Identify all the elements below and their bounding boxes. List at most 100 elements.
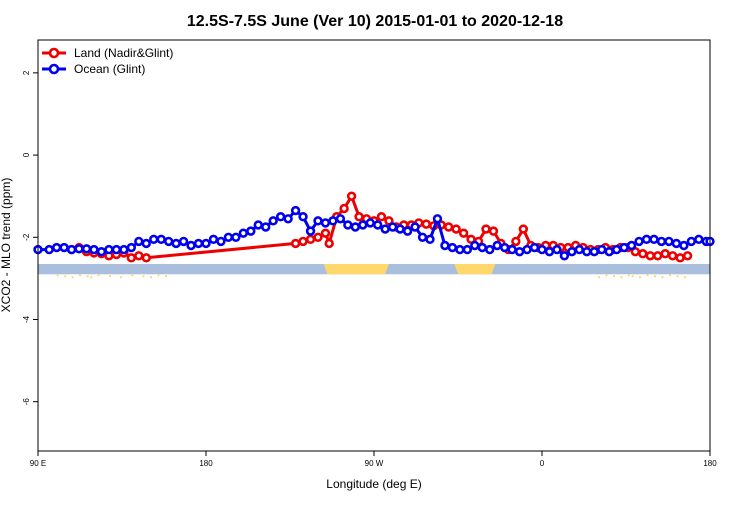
data-point — [544, 246, 555, 257]
land-speckle — [661, 276, 664, 279]
data-point — [653, 251, 663, 261]
data-point — [552, 244, 562, 255]
data-point — [89, 244, 99, 255]
data-point — [328, 216, 338, 226]
data-point — [290, 238, 301, 249]
data-point — [455, 244, 465, 255]
data-point — [537, 244, 547, 255]
data-point — [425, 234, 435, 245]
data-point — [645, 251, 655, 261]
land-speckle — [108, 275, 111, 278]
data-point — [223, 232, 234, 242]
data-point — [324, 238, 334, 249]
data-point — [141, 253, 151, 263]
data-point — [518, 224, 529, 234]
data-point — [451, 224, 461, 234]
data-point — [320, 228, 331, 238]
data-point — [178, 236, 189, 247]
land-speckle — [612, 275, 615, 278]
data-point — [638, 249, 648, 259]
data-point — [208, 234, 219, 245]
land-speckle — [131, 274, 134, 277]
data-point — [481, 224, 491, 234]
land-band-segment — [323, 263, 389, 275]
data-point — [447, 242, 458, 253]
data-point — [499, 242, 510, 253]
land-speckle — [150, 276, 152, 279]
data-point — [119, 244, 129, 255]
data-point — [626, 240, 637, 251]
series-ocean — [33, 205, 715, 261]
data-point — [470, 240, 480, 251]
land-speckle — [620, 276, 623, 279]
data-point — [186, 240, 196, 251]
x-axis-label: Longitude (deg E) — [326, 477, 421, 491]
x-tick-label: 0 — [540, 459, 545, 468]
data-point — [634, 236, 644, 247]
data-point — [686, 236, 697, 247]
land-speckle — [676, 275, 679, 278]
data-point — [96, 246, 107, 257]
y-axis-ticks: 2 0 -2 -4 -6 — [22, 70, 38, 405]
land-speckle — [142, 275, 145, 278]
land-speckle — [120, 276, 123, 279]
data-point — [104, 244, 114, 255]
data-point — [675, 253, 685, 263]
land-speckle — [646, 274, 649, 277]
data-point — [611, 244, 622, 255]
y-tick-label: 0 — [22, 152, 31, 157]
data-point — [559, 251, 570, 261]
land-speckle — [654, 275, 656, 278]
data-point — [305, 234, 316, 245]
legend: Land (Nadir&Glint) Ocean (Glint) — [42, 46, 173, 76]
y-tick-label: -4 — [22, 315, 31, 323]
data-point — [163, 236, 174, 247]
data-point — [529, 242, 540, 253]
data-point — [156, 234, 166, 245]
data-point — [201, 238, 211, 249]
land-speckle — [157, 274, 160, 277]
data-point — [514, 246, 525, 257]
data-point — [507, 244, 517, 255]
chart-title: 12.5S-7.5S June (Ver 10) 2015-01-01 to 2… — [187, 13, 563, 30]
data-point — [522, 244, 532, 255]
data-point — [582, 246, 592, 257]
data-point — [589, 246, 599, 257]
x-tick-label: 180 — [703, 459, 717, 468]
data-point — [81, 244, 92, 254]
data-point — [574, 244, 585, 255]
data-point — [51, 242, 62, 253]
land-speckle — [639, 276, 642, 279]
land-speckle — [90, 276, 93, 279]
data-point — [488, 226, 499, 236]
data-point — [290, 205, 301, 216]
land-speckle — [627, 274, 630, 277]
data-point — [320, 218, 331, 228]
legend-label: Land (Nadir&Glint) — [74, 46, 173, 60]
data-point — [376, 212, 387, 222]
data-point — [458, 228, 469, 238]
x-tick-label: 90 E — [30, 459, 46, 468]
data-point — [126, 253, 137, 263]
data-point — [231, 232, 241, 242]
data-point — [59, 242, 69, 253]
data-point — [171, 238, 181, 249]
data-point — [134, 251, 144, 261]
data-point — [141, 238, 151, 249]
data-point — [443, 222, 454, 232]
data-point — [66, 244, 77, 255]
data-point — [126, 242, 137, 253]
land-speckle — [631, 275, 634, 278]
land-speckle — [683, 276, 686, 279]
x-axis-ticks: 90 E 180 90 W 0 180 — [30, 451, 717, 468]
data-point — [679, 240, 689, 251]
land-speckle — [71, 276, 74, 279]
data-point — [149, 234, 159, 245]
legend-entry: Land (Nadir&Glint) — [42, 46, 173, 60]
data-point — [134, 236, 144, 247]
data-point — [641, 234, 652, 245]
y-axis-label: XCO2 - MLO trend (ppm) — [0, 178, 13, 313]
data-point — [298, 236, 308, 247]
